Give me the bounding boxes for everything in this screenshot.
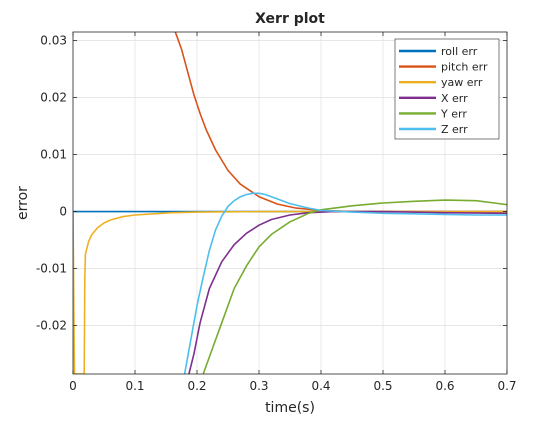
series-line-yaw-err [73,210,507,374]
legend-box [394,38,500,140]
x-tick-label: 0.1 [125,379,144,393]
series-line-x-err [188,210,507,374]
y-tick-label: 0.02 [40,91,67,105]
legend-label-x-err: X err [441,92,468,105]
y-axis-label: error [15,186,31,220]
x-tick-label: 0.5 [373,379,392,393]
legend-label-z-err: Z err [441,123,468,136]
x-tick-label: 0.4 [311,379,330,393]
y-tick-label: 0 [59,205,67,219]
x-tick-label: 0 [69,379,77,393]
series-line-z-err [183,192,507,374]
legend-label-roll-err: roll err [441,45,478,58]
x-axis-label: time(s) [265,400,315,416]
legend-label-y-err: Y err [440,107,467,120]
x-tick-label: 0.6 [435,379,454,393]
ticks: 0 0.1 0.2 0.3 0.4 0.5 0.6 0.7 0.03 0.02 0.01 0 -0.01… [36,32,517,393]
chart-title: Xerr plot [255,11,325,27]
x-tick-label: 0.3 [249,379,268,393]
y-tick-label: -0.01 [36,262,67,276]
plot-frame [72,31,508,375]
series-lines [73,32,507,374]
x-tick-label: 0.2 [187,379,206,393]
x-tick-label: 0.7 [497,379,516,393]
legend-label-pitch-err: pitch err [441,61,488,74]
y-tick-label: -0.02 [36,319,67,333]
y-tick-label: 0.03 [40,34,67,48]
legend: roll err pitch err yaw err X err Y err Z err [394,38,500,140]
y-tick-label: 0.01 [40,148,67,162]
series-line-y-err [202,199,507,374]
legend-label-yaw-err: yaw err [441,76,483,89]
